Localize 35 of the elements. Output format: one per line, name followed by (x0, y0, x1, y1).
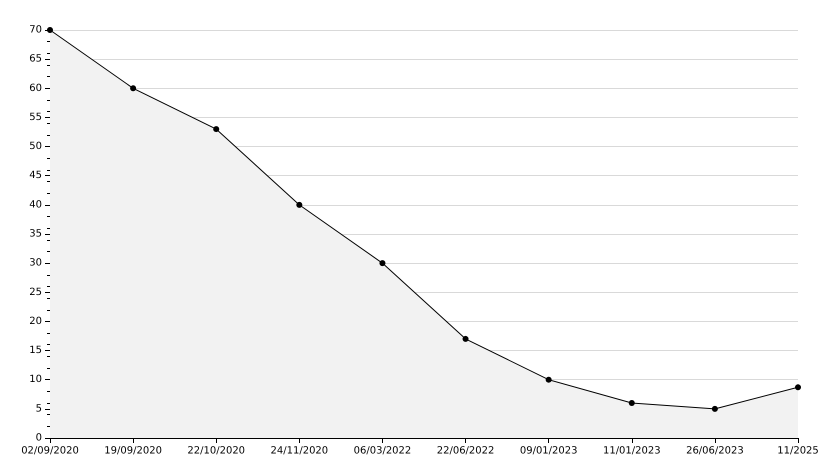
point (546, 376, 552, 383)
y-tick-label: 45 (29, 170, 42, 182)
x-tick-label: 19/09/2020 (104, 446, 162, 456)
point (628, 400, 635, 406)
y-tick-label: 60 (29, 82, 42, 94)
y-tick-label: 40 (29, 199, 42, 210)
y-tick-label: 25 (29, 286, 42, 298)
y-tick-label: 55 (29, 112, 42, 123)
point (379, 260, 386, 266)
y-tick-label: 30 (29, 258, 42, 269)
x-tick-label: 09/01/2023 (520, 446, 578, 456)
point (47, 27, 53, 33)
x-tick-label: 11/2025 (777, 446, 819, 456)
x-tick-label: 06/03/2022 (354, 446, 412, 456)
point (130, 85, 136, 92)
point (213, 126, 220, 132)
x-tick-label: 02/09/2020 (21, 446, 79, 456)
y-tick-label: 50 (29, 141, 42, 152)
x-tick-label: 26/06/2023 (686, 446, 744, 456)
y-tick-label: 15 (29, 345, 42, 356)
x-tick-label: 11/01/2023 (602, 446, 661, 456)
point (795, 384, 801, 390)
point (296, 202, 302, 208)
x-tick-label: 24/11/2020 (270, 446, 328, 456)
x-tick-label: 22/10/2020 (187, 446, 246, 456)
y-tick-label: 70 (29, 24, 42, 36)
y-tick-label: 20 (29, 316, 42, 327)
x-tick-label: 22/06/2022 (436, 446, 494, 456)
y-tick-label: 35 (29, 228, 42, 240)
point (712, 406, 718, 412)
y-tick-label: 10 (29, 374, 42, 386)
y-tick-label: 0 (36, 432, 42, 444)
point (462, 336, 469, 342)
y-tick-label: 65 (29, 54, 42, 65)
y-tick-label: 5 (36, 403, 42, 414)
